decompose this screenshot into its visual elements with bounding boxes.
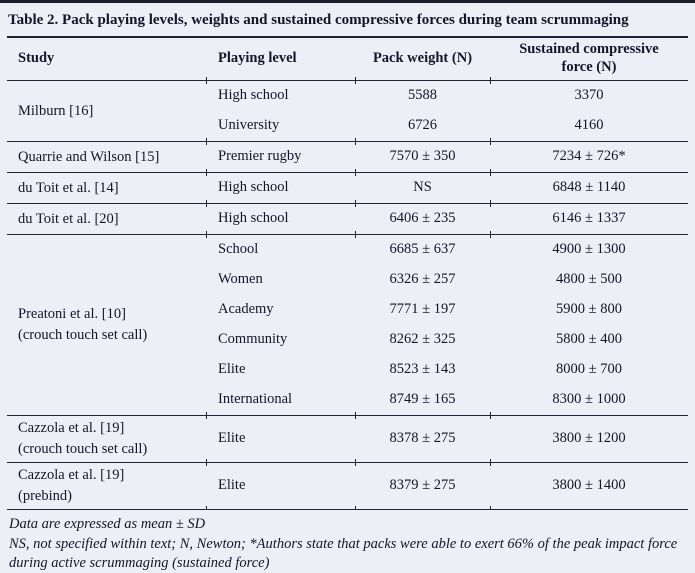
header-row: Study Playing level Pack weight (N) Sust… bbox=[7, 37, 688, 81]
study-cell: Cazzola et al. [19] (crouch touch set cal… bbox=[7, 415, 206, 463]
column-header-playing-level: Playing level bbox=[206, 37, 355, 81]
playing-level-cell: Women bbox=[218, 271, 263, 288]
playing-level-cell: Elite bbox=[206, 462, 355, 510]
force-cell: 4800 ± 500 bbox=[556, 271, 622, 288]
playing-level-cell: High school bbox=[206, 80, 355, 111]
playing-level-cell: High school bbox=[206, 203, 355, 235]
footnote-mean-sd: Data are expressed as mean ± SD bbox=[9, 515, 206, 532]
table-row: du Toit et al. [20] High school 6406 ± 235… bbox=[7, 203, 688, 235]
table-row: Cazzola et al. [19] (prebind) Elite 8379 ± … bbox=[7, 462, 688, 510]
force-cell: 8300 ± 1000 bbox=[490, 384, 688, 416]
table-row: Elite 8523 ± 143 8000 ± 700 bbox=[7, 355, 688, 385]
force-cell: 5900 ± 800 bbox=[556, 301, 622, 318]
column-header-study: Study bbox=[7, 37, 206, 81]
force-cell: 8000 ± 700 bbox=[556, 361, 622, 378]
study-cell: Quarrie and Wilson [15] bbox=[7, 141, 206, 173]
pack-weight-cell: NS bbox=[355, 172, 490, 204]
pack-weight-cell: 7771 ± 197 bbox=[389, 301, 456, 318]
playing-level-cell: Elite bbox=[218, 361, 246, 378]
playing-level-cell: School bbox=[206, 234, 355, 265]
pack-weight-cell: 8523 ± 143 bbox=[389, 361, 456, 378]
pack-weight-cell: 6326 ± 257 bbox=[389, 271, 456, 288]
playing-level-cell: Academy bbox=[218, 301, 274, 318]
table-footnotes: Data are expressed as mean ± SD NS, not … bbox=[7, 510, 688, 573]
force-cell: 3800 ± 1200 bbox=[490, 415, 688, 463]
pack-weight-cell: 8749 ± 165 bbox=[355, 384, 490, 416]
column-header-sustained-force: Sustained compressive force (N) bbox=[490, 37, 688, 81]
table-row: Cazzola et al. [19] (crouch touch set cal… bbox=[7, 415, 688, 463]
pack-weight-cell: 8378 ± 275 bbox=[355, 415, 490, 463]
top-rule bbox=[0, 0, 695, 3]
force-cell: 6848 ± 1140 bbox=[490, 172, 688, 204]
playing-level-cell: International bbox=[206, 384, 355, 416]
playing-level-cell: Premier rugby bbox=[206, 141, 355, 173]
column-header-pack-weight: Pack weight (N) bbox=[355, 37, 490, 81]
force-cell: 3800 ± 1400 bbox=[490, 462, 688, 510]
playing-level-cell: Community bbox=[218, 331, 288, 348]
pack-weight-cell: 8379 ± 275 bbox=[355, 462, 490, 510]
force-cell: 7234 ± 726* bbox=[490, 141, 688, 173]
playing-level-cell: Elite bbox=[206, 415, 355, 463]
table-row: International 8749 ± 165 8300 ± 1000 bbox=[7, 384, 688, 416]
table-title: Table 2. Pack playing levels, weights an… bbox=[7, 3, 688, 38]
data-table: Study Playing level Pack weight (N) Sust… bbox=[7, 37, 688, 510]
pack-weight-cell: 8262 ± 325 bbox=[389, 331, 456, 348]
table-row: Academy 7771 ± 197 5900 ± 800 bbox=[7, 295, 688, 325]
table-row: Community 8262 ± 325 5800 ± 400 bbox=[7, 325, 688, 355]
footnote-abbreviations: NS, not specified within text; N, Newton… bbox=[9, 535, 678, 571]
pack-weight-cell: 6406 ± 235 bbox=[355, 203, 490, 235]
table-sheet: Table 2. Pack playing levels, weights an… bbox=[0, 3, 695, 573]
pack-weight-cell: 5588 bbox=[355, 80, 490, 111]
force-cell: 6146 ± 1337 bbox=[490, 203, 688, 235]
pack-weight-cell: 7570 ± 350 bbox=[355, 141, 490, 173]
force-cell: 5800 ± 400 bbox=[556, 331, 622, 348]
pack-weight-cell: 6685 ± 637 bbox=[355, 234, 490, 265]
playing-level-cell: High school bbox=[206, 172, 355, 204]
table-body: Milburn [16] High school 5588 3370 Universit… bbox=[7, 80, 688, 510]
study-cell: Milburn [16] bbox=[7, 80, 206, 142]
table-row: Quarrie and Wilson [15] Premier rugby 7570… bbox=[7, 141, 688, 173]
pack-weight-cell: 6726 bbox=[355, 110, 490, 142]
table-row: Milburn [16] High school 5588 3370 bbox=[7, 80, 688, 142]
study-cell: du Toit et al. [20] bbox=[7, 203, 206, 235]
force-cell: 4900 ± 1300 bbox=[490, 234, 688, 265]
study-cell: Cazzola et al. [19] (prebind) bbox=[7, 462, 206, 510]
study-cell: du Toit et al. [14] bbox=[7, 172, 206, 204]
table-row: Women 6326 ± 257 4800 ± 500 bbox=[7, 265, 688, 295]
table-row: du Toit et al. [14] High school NS 6848 ± 1… bbox=[7, 172, 688, 204]
table-row: University 6726 4160 bbox=[7, 110, 688, 142]
force-cell: 4160 bbox=[490, 110, 688, 142]
table-row: Preatoni et al. [10] (crouch touch set ca… bbox=[7, 234, 688, 416]
study-cell: Preatoni et al. [10] (crouch touch set ca… bbox=[7, 234, 206, 416]
force-cell: 3370 bbox=[490, 80, 688, 111]
playing-level-cell: University bbox=[206, 110, 355, 142]
